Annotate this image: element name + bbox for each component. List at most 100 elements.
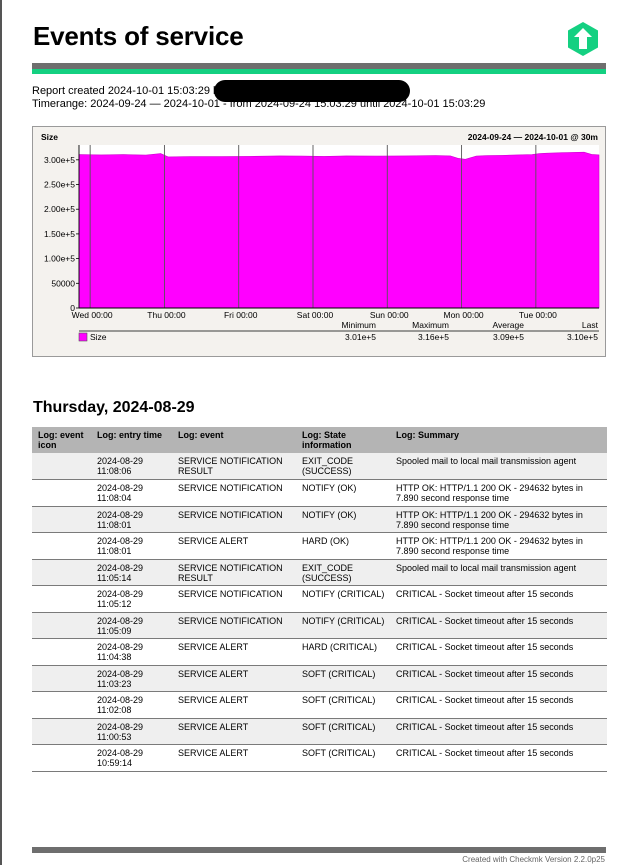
- cell-entry-time: 2024-08-29 11:08:01: [91, 506, 172, 533]
- stat-minimum-value: 3.01e+5: [345, 332, 376, 342]
- y-tick-label: 1.50e+5: [44, 229, 75, 239]
- cell-entry-time: 2024-08-29 11:08:04: [91, 479, 172, 507]
- cell-entry-time: 2024-08-29 11:08:06: [91, 453, 172, 480]
- cell-event: SERVICE ALERT: [172, 638, 296, 666]
- checkmk-logo-icon: [568, 22, 598, 56]
- event-log-table: Log: event icon Log: entry time Log: eve…: [32, 427, 607, 772]
- cell-summary: CRITICAL - Socket timeout after 15 secon…: [390, 585, 607, 613]
- stat-average-value: 3.09e+5: [493, 332, 524, 342]
- header-state-information: Log: State information: [296, 427, 390, 453]
- footer-version: Created with Checkmk Version 2.2.0p25: [462, 855, 605, 864]
- stat-header-average: Average: [492, 320, 524, 330]
- cell-event-icon: [32, 585, 91, 613]
- cell-summary: HTTP OK: HTTP/1.1 200 OK - 294632 bytes …: [390, 506, 607, 533]
- cell-event: SERVICE NOTIFICATION: [172, 506, 296, 533]
- cell-entry-time: 2024-08-29 11:05:09: [91, 612, 172, 639]
- cell-summary: CRITICAL - Socket timeout after 15 secon…: [390, 665, 607, 692]
- x-tick-label: Tue 00:00: [519, 310, 557, 320]
- cell-state-information: EXIT_CODE (SUCCESS): [296, 453, 390, 480]
- stat-maximum-value: 3.16e+5: [418, 332, 449, 342]
- cell-event-icon: [32, 479, 91, 507]
- cell-summary: CRITICAL - Socket timeout after 15 secon…: [390, 612, 607, 639]
- table-row: 2024-08-29 11:02:08 SERVICE ALERT SOFT (CR…: [32, 691, 607, 719]
- header-divider-gray: [32, 63, 606, 69]
- report-created: Report created 2024-10-01 15:03:29 by: [32, 85, 225, 97]
- y-tick-label: 2.00e+5: [44, 204, 75, 214]
- cell-event-icon: [32, 559, 91, 586]
- cell-state-information: HARD (CRITICAL): [296, 638, 390, 666]
- graph-title: Size: [41, 132, 58, 142]
- x-tick-label: Sun 00:00: [370, 310, 409, 320]
- cell-entry-time: 2024-08-29 11:02:08: [91, 691, 172, 719]
- x-tick-label: Wed 00:00: [72, 310, 113, 320]
- stat-header-last: Last: [582, 320, 599, 330]
- table-row: 2024-08-29 11:05:09 SERVICE NOTIFICATION N…: [32, 612, 607, 639]
- table-row: 2024-08-29 10:59:14 SERVICE ALERT SOFT (CR…: [32, 744, 607, 772]
- cell-event: SERVICE NOTIFICATION: [172, 612, 296, 639]
- legend-size-label: Size: [90, 332, 107, 342]
- size-graph: Size 2024-09-24 — 2024-10-01 @ 30m Wed 0…: [32, 126, 606, 357]
- cell-event-icon: [32, 718, 91, 745]
- table-row: 2024-08-29 11:00:53 SERVICE ALERT SOFT (CR…: [32, 718, 607, 745]
- table-row: 2024-08-29 11:04:38 SERVICE ALERT HARD (CR…: [32, 638, 607, 666]
- cell-event: SERVICE ALERT: [172, 718, 296, 745]
- cell-entry-time: 2024-08-29 11:05:12: [91, 585, 172, 613]
- table-row: 2024-08-29 11:08:06 SERVICE NOTIFICATION …: [32, 453, 607, 480]
- cell-summary: HTTP OK: HTTP/1.1 200 OK - 294632 bytes …: [390, 532, 607, 560]
- cell-event: SERVICE NOTIFICATION: [172, 479, 296, 507]
- table-row: 2024-08-29 11:03:23 SERVICE ALERT SOFT (CR…: [32, 665, 607, 692]
- cell-event: SERVICE NOTIFICATION RESULT: [172, 559, 296, 586]
- table-row: 2024-08-29 11:08:04 SERVICE NOTIFICATION N…: [32, 479, 607, 507]
- graph-subtitle: 2024-09-24 — 2024-10-01 @ 30m: [468, 132, 599, 142]
- cell-event-icon: [32, 744, 91, 772]
- cell-state-information: SOFT (CRITICAL): [296, 691, 390, 719]
- cell-event: SERVICE ALERT: [172, 532, 296, 560]
- y-tick-label: 3.00e+5: [44, 155, 75, 165]
- table-row: 2024-08-29 11:08:01 SERVICE NOTIFICATION N…: [32, 506, 607, 533]
- cell-event-icon: [32, 612, 91, 639]
- page-left-border: [0, 0, 2, 865]
- cell-state-information: NOTIFY (OK): [296, 506, 390, 533]
- cell-event: SERVICE ALERT: [172, 691, 296, 719]
- x-tick-label: Sat 00:00: [297, 310, 334, 320]
- x-tick-label: Mon 00:00: [443, 310, 483, 320]
- cell-state-information: NOTIFY (CRITICAL): [296, 612, 390, 639]
- cell-state-information: SOFT (CRITICAL): [296, 665, 390, 692]
- stat-header-minimum: Minimum: [342, 320, 376, 330]
- cell-event-icon: [32, 532, 91, 560]
- cell-summary: CRITICAL - Socket timeout after 15 secon…: [390, 718, 607, 745]
- cell-state-information: EXIT_CODE (SUCCESS): [296, 559, 390, 586]
- cell-event: SERVICE NOTIFICATION: [172, 585, 296, 613]
- header-entry-time: Log: entry time: [91, 427, 172, 453]
- cell-state-information: SOFT (CRITICAL): [296, 718, 390, 745]
- report-timerange: Timerange: 2024-09-24 — 2024-10-01 - fro…: [32, 98, 486, 110]
- table-header-row: Log: event icon Log: entry time Log: eve…: [32, 427, 607, 453]
- footer-divider: [32, 847, 606, 853]
- cell-event: SERVICE ALERT: [172, 665, 296, 692]
- cell-event-icon: [32, 665, 91, 692]
- x-tick-label: Fri 00:00: [224, 310, 258, 320]
- cell-summary: CRITICAL - Socket timeout after 15 secon…: [390, 638, 607, 666]
- header-summary: Log: Summary: [390, 427, 607, 453]
- cell-event: SERVICE ALERT: [172, 744, 296, 772]
- table-row: 2024-08-29 11:05:12 SERVICE NOTIFICATION N…: [32, 585, 607, 613]
- cell-summary: Spooled mail to local mail transmission …: [390, 453, 607, 480]
- cell-event-icon: [32, 453, 91, 480]
- cell-summary: CRITICAL - Socket timeout after 15 secon…: [390, 744, 607, 772]
- header-divider-green: [32, 69, 606, 74]
- table-row: 2024-08-29 11:08:01 SERVICE ALERT HARD (OK…: [32, 532, 607, 560]
- cell-entry-time: 2024-08-29 11:00:53: [91, 718, 172, 745]
- series-size-area: [78, 151, 600, 309]
- legend-size-swatch: [78, 332, 88, 342]
- cell-state-information: SOFT (CRITICAL): [296, 744, 390, 772]
- cell-entry-time: 2024-08-29 10:59:14: [91, 744, 172, 772]
- y-tick-label: 0: [70, 303, 75, 313]
- x-tick-label: Thu 00:00: [147, 310, 186, 320]
- cell-state-information: NOTIFY (OK): [296, 479, 390, 507]
- cell-entry-time: 2024-08-29 11:03:23: [91, 665, 172, 692]
- page-title: Events of service: [33, 21, 244, 51]
- cell-entry-time: 2024-08-29 11:04:38: [91, 638, 172, 666]
- cell-event-icon: [32, 638, 91, 666]
- cell-entry-time: 2024-08-29 11:08:01: [91, 532, 172, 560]
- cell-summary: Spooled mail to local mail transmission …: [390, 559, 607, 586]
